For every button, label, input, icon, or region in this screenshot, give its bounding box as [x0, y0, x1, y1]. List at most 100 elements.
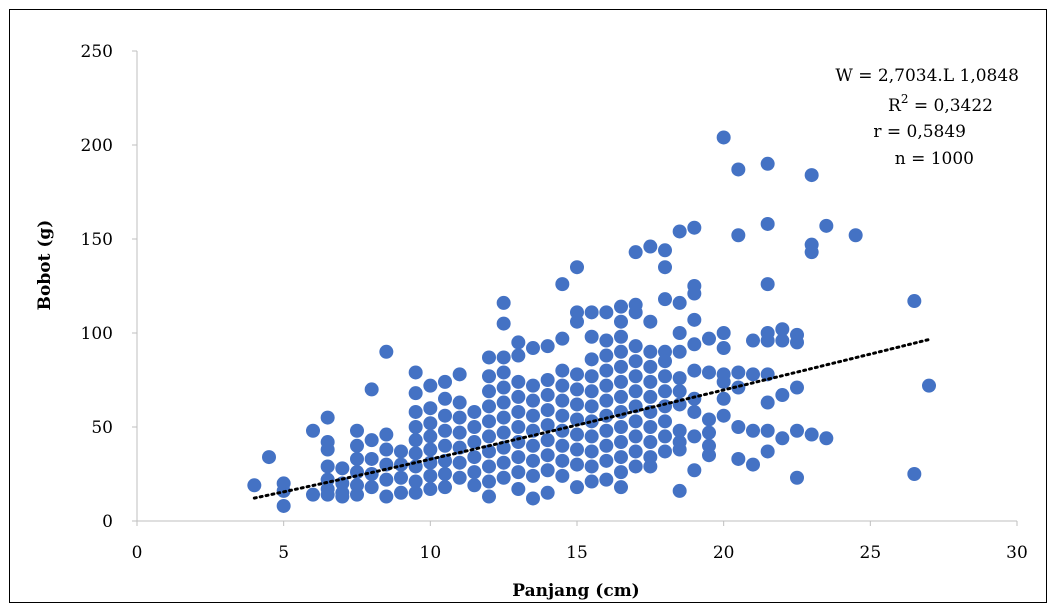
- data-point: [614, 404, 628, 419]
- data-point: [760, 333, 775, 348]
- data-point: [379, 442, 394, 457]
- data-point: [555, 331, 570, 346]
- data-point: [452, 395, 467, 410]
- data-point: [262, 450, 276, 465]
- data-point: [555, 378, 570, 393]
- data-point: [643, 239, 658, 254]
- data-point: [643, 374, 658, 389]
- data-point: [760, 216, 775, 231]
- data-point: [922, 378, 936, 393]
- data-point: [555, 453, 570, 468]
- data-point: [614, 344, 628, 359]
- data-point: [482, 414, 496, 429]
- data-point: [467, 404, 482, 419]
- data-point: [482, 474, 496, 489]
- data-point: [658, 369, 672, 384]
- data-point: [775, 333, 790, 348]
- data-point: [438, 467, 452, 481]
- data-point: [526, 491, 540, 506]
- data-point: [716, 130, 731, 145]
- data-point: [760, 444, 775, 459]
- data-point: [643, 389, 658, 404]
- data-point: [760, 395, 775, 410]
- data-point: [628, 459, 643, 474]
- data-point: [247, 478, 262, 493]
- data-point: [526, 378, 540, 393]
- data-point: [614, 299, 628, 314]
- data-point: [423, 416, 438, 431]
- data-point: [467, 435, 482, 450]
- data-point: [672, 326, 687, 340]
- data-point: [599, 393, 614, 408]
- data-point: [570, 382, 584, 397]
- data-point: [716, 374, 731, 389]
- data-point: [511, 348, 526, 363]
- x-tick-label: 0: [132, 543, 143, 563]
- data-point: [408, 386, 423, 401]
- data-point: [511, 404, 526, 419]
- data-point: [452, 455, 467, 470]
- data-point: [496, 380, 511, 395]
- data-point: [702, 412, 716, 427]
- data-point: [511, 335, 526, 350]
- y-tick-label: 0: [102, 512, 113, 532]
- data-point: [496, 470, 511, 485]
- data-point: [819, 218, 834, 233]
- data-point: [599, 363, 614, 378]
- data-point: [540, 388, 555, 403]
- data-point: [482, 399, 496, 414]
- data-point: [570, 457, 584, 472]
- x-tick-label: 15: [566, 543, 588, 563]
- data-point: [496, 365, 511, 380]
- data-point: [496, 350, 511, 365]
- data-point: [408, 420, 423, 434]
- data-point: [658, 429, 672, 444]
- data-point: [584, 399, 599, 414]
- chart-frame: [9, 9, 1047, 603]
- data-point: [672, 295, 687, 310]
- data-point: [379, 489, 394, 504]
- data-point: [775, 322, 790, 337]
- data-point: [658, 260, 672, 275]
- data-point: [452, 367, 467, 382]
- data-point: [599, 423, 614, 438]
- r-squared-text: R2 = 0,3422: [888, 92, 993, 116]
- data-point: [452, 410, 467, 425]
- data-point: [702, 425, 716, 440]
- data-point: [760, 423, 775, 438]
- data-point: [687, 363, 702, 378]
- data-point: [599, 333, 614, 348]
- data-point: [540, 463, 555, 478]
- data-point: [320, 459, 335, 474]
- data-point: [584, 414, 599, 429]
- data-point: [423, 401, 438, 416]
- data-point: [496, 455, 511, 470]
- data-point: [628, 414, 643, 429]
- data-point: [628, 444, 643, 459]
- data-point: [364, 480, 379, 495]
- y-axis-title: Bobot (g): [35, 220, 55, 311]
- data-point: [496, 316, 511, 331]
- data-point: [408, 365, 423, 380]
- data-point: [379, 344, 394, 359]
- data-point: [452, 470, 467, 485]
- data-point: [570, 367, 584, 382]
- data-point: [614, 389, 628, 404]
- data-point: [540, 403, 555, 418]
- data-point: [526, 438, 540, 453]
- data-point: [907, 467, 922, 481]
- data-point: [408, 446, 423, 461]
- data-point: [555, 423, 570, 438]
- data-point: [760, 156, 775, 171]
- data-point: [540, 418, 555, 433]
- data-point: [716, 408, 731, 423]
- data-point: [672, 423, 687, 438]
- data-point: [555, 468, 570, 483]
- data-point: [804, 168, 819, 183]
- data-point: [790, 335, 804, 350]
- data-point: [350, 423, 364, 438]
- data-point: [731, 380, 746, 395]
- x-tick-label: 25: [860, 543, 882, 563]
- data-point: [614, 329, 628, 344]
- data-point: [511, 435, 526, 450]
